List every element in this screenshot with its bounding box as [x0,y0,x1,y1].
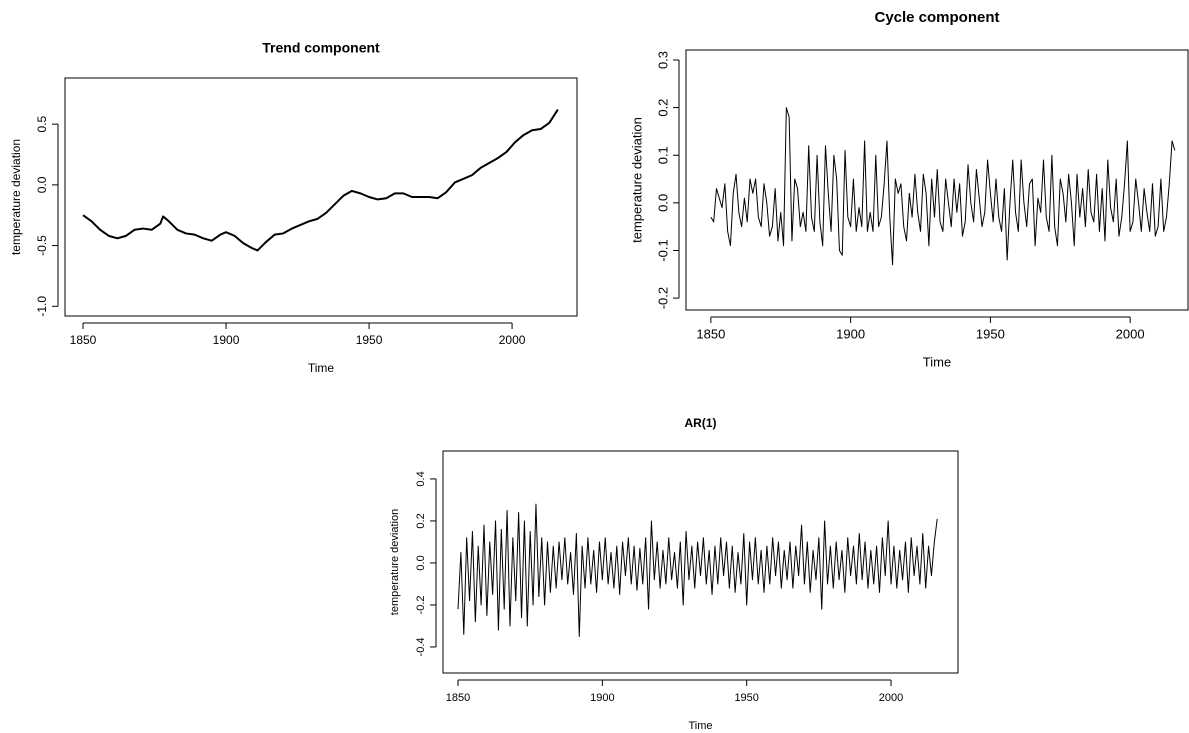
chart-title: AR(1) [685,416,717,430]
y-axis-label: temperature deviation [629,117,644,243]
x-tick-label: 1850 [446,692,470,704]
y-tick-label: 0.0 [415,555,427,570]
data-line [457,503,938,637]
x-tick-label: 2000 [499,333,526,347]
y-tick-label: 0.0 [655,194,670,212]
y-axis-label: temperature deviation [389,509,401,615]
data-line [82,109,559,252]
x-tick-label: 1850 [696,326,725,341]
data-line [710,107,1176,266]
y-tick-label: -1.0 [35,296,49,317]
y-tick-label: 0.0 [35,176,49,193]
x-tick-label: 1850 [70,333,97,347]
y-tick-label: -0.4 [415,637,427,656]
x-tick-label: 1950 [734,692,758,704]
x-tick-label: 2000 [879,692,903,704]
y-tick-label: -0.1 [655,239,670,261]
x-tick-label: 1950 [356,333,383,347]
x-tick-label: 1900 [590,692,614,704]
x-axis-label: Time [923,354,951,369]
x-tick-label: 1950 [976,326,1005,341]
y-tick-label: 0.2 [655,99,670,117]
x-tick-label: 2000 [1116,326,1145,341]
y-tick-label: -0.2 [415,595,427,614]
x-axis-label: Time [688,720,712,732]
y-tick-label: 0.4 [415,471,427,486]
y-tick-label: 0.3 [655,51,670,69]
y-tick-label: 0.1 [655,146,670,164]
x-tick-label: 1900 [213,333,240,347]
x-axis-label: Time [308,361,335,375]
plot-box [685,49,1189,311]
chart-title: Cycle component [874,9,999,26]
y-tick-label: -0.5 [35,235,49,256]
x-tick-label: 1900 [836,326,865,341]
plot-box [442,450,959,674]
plot-box [64,77,578,317]
y-tick-label: 0.2 [415,513,427,528]
y-tick-label: -0.2 [655,287,670,309]
y-axis-label: temperature deviation [9,139,23,255]
y-tick-label: 0.5 [35,115,49,132]
chart-title: Trend component [262,40,380,56]
